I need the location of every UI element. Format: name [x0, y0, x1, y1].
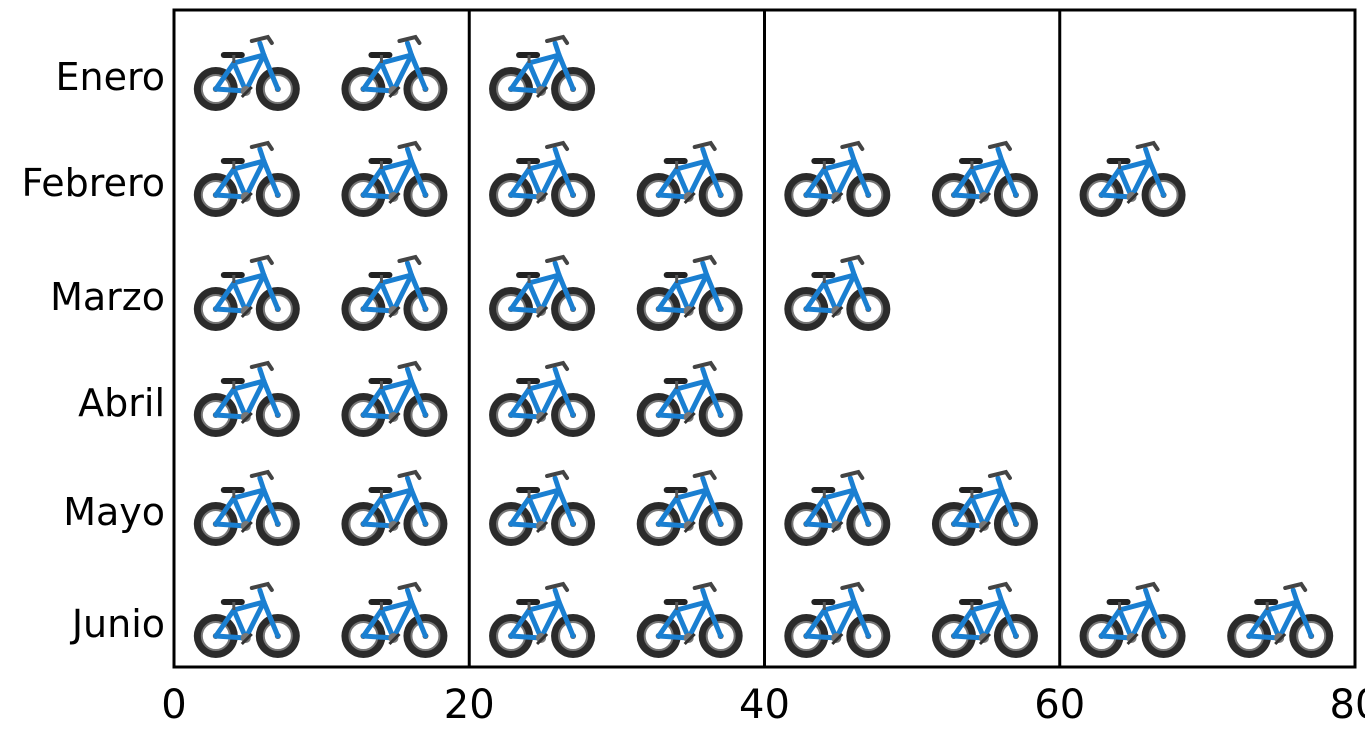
bicycle-icon: [637, 363, 743, 437]
bicycle-icon: [194, 37, 300, 111]
bicycle-icon: [784, 257, 890, 331]
bicycle-icon: [194, 257, 300, 331]
bicycle-icon: [932, 472, 1038, 546]
category-label: Mayo: [63, 490, 165, 534]
bicycle-icon: [637, 257, 743, 331]
bicycle-icon: [489, 584, 595, 658]
x-tick-label: 60: [1034, 682, 1085, 728]
bicycle-icon: [341, 472, 447, 546]
bicycle-icon: [637, 584, 743, 658]
bicycle-icon: [341, 257, 447, 331]
bicycle-icon: [932, 143, 1038, 217]
bicycle-icon: [489, 257, 595, 331]
bicycle-icon: [784, 472, 890, 546]
bicycle-icon: [341, 363, 447, 437]
bicycle-icon: [932, 584, 1038, 658]
bicycle-icon: [1227, 584, 1333, 658]
category-label: Enero: [55, 55, 165, 99]
bicycle-icon: [1080, 584, 1186, 658]
bicycle-icon: [1080, 143, 1186, 217]
bicycle-icon: [341, 37, 447, 111]
category-label: Febrero: [22, 161, 165, 205]
bicycle-icon: [489, 363, 595, 437]
bicycle-icon: [194, 584, 300, 658]
category-label: Abril: [78, 381, 165, 425]
bicycle-icon: [194, 143, 300, 217]
bicycle-icon: [194, 363, 300, 437]
x-tick-label: 80: [1330, 682, 1365, 728]
bicycle-icon: [194, 472, 300, 546]
bicycle-icon: [489, 143, 595, 217]
plot-area: 0 20 40 60 80 Enero Febrero Marzo Abril Mayo Junio: [22, 8, 1365, 728]
category-label: Marzo: [50, 275, 165, 319]
bicycle-icon: [341, 584, 447, 658]
x-tick-label: 40: [739, 682, 790, 728]
bicycle-icon: [784, 584, 890, 658]
bicycle-icon: [784, 143, 890, 217]
category-label: Junio: [70, 602, 165, 646]
bicycle-icon: [489, 472, 595, 546]
bicycle-icon: [637, 472, 743, 546]
x-tick-label: 20: [444, 682, 495, 728]
bicycle-icon: [637, 143, 743, 217]
x-tick-label: 0: [161, 682, 186, 728]
bicycle-icon: [341, 143, 447, 217]
bicycle-icon: [489, 37, 595, 111]
